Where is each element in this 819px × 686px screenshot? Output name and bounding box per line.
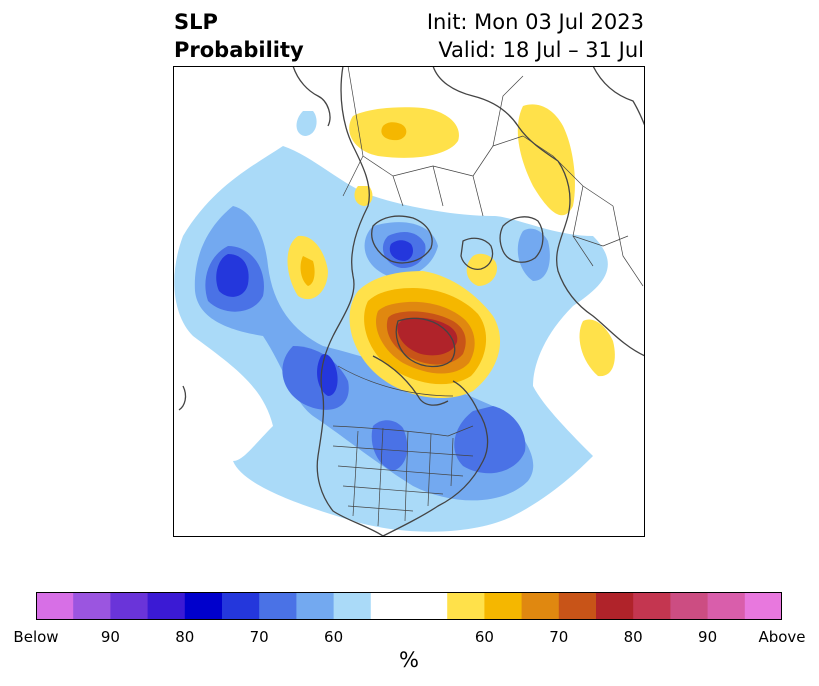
map-frame (173, 66, 645, 537)
colorbar-tick-label: Below (13, 628, 59, 646)
colorbar-tick-label: 60 (324, 628, 344, 646)
colorbar (36, 592, 782, 620)
colorbar-cell-above-7 (707, 592, 746, 620)
field-label: Probability (174, 38, 304, 62)
colorbar-cell-below-2 (110, 592, 149, 620)
colorbar-frame (36, 592, 782, 620)
colorbar-tick-label: Above (758, 628, 806, 646)
colorbar-units: % (399, 648, 419, 672)
init-label: Init: Mon 03 Jul 2023 (426, 10, 644, 34)
colorbar-tick-label: 80 (175, 628, 195, 646)
colorbar-cell-above-0 (447, 592, 485, 620)
colorbar-tick-label: 60 (474, 628, 494, 646)
coastlines (178, 66, 645, 537)
colorbar-cell-above-8 (744, 592, 782, 620)
probability-map (173, 66, 645, 537)
colorbar-tick-label: 70 (249, 628, 269, 646)
colorbar-cell-neutral (370, 592, 448, 620)
colorbar-cell-below-6 (259, 592, 297, 620)
colorbar-cell-above-4 (596, 592, 634, 620)
colorbar-tick-label: 90 (698, 628, 718, 646)
colorbar-cell-below-0 (36, 592, 74, 620)
colorbar-cell-below-5 (222, 592, 260, 620)
colorbar-cell-above-3 (558, 592, 597, 620)
above-normal-regions (287, 104, 615, 399)
map-title: SLP Probability (174, 8, 304, 64)
colorbar-cell-above-6 (670, 592, 709, 620)
colorbar-cell-above-5 (633, 592, 671, 620)
political-borders (332, 66, 644, 527)
colorbar-tick-label: 80 (623, 628, 643, 646)
valid-label: Valid: 18 Jul – 31 Jul (438, 38, 644, 62)
colorbar-cell-above-2 (521, 592, 560, 620)
colorbar-cell-below-8 (333, 592, 372, 620)
colorbar-cell-below-4 (184, 592, 223, 620)
colorbar-cells (36, 592, 782, 620)
colorbar-tick-label: 90 (100, 628, 120, 646)
colorbar-cell-above-1 (484, 592, 523, 620)
colorbar-cell-below-1 (73, 592, 111, 620)
time-info: Init: Mon 03 Jul 2023 Valid: 18 Jul – 31… (427, 8, 644, 64)
variable-label: SLP (174, 10, 218, 34)
colorbar-tick-label: 70 (549, 628, 569, 646)
colorbar-cell-below-7 (296, 592, 335, 620)
colorbar-cell-below-3 (147, 592, 186, 620)
